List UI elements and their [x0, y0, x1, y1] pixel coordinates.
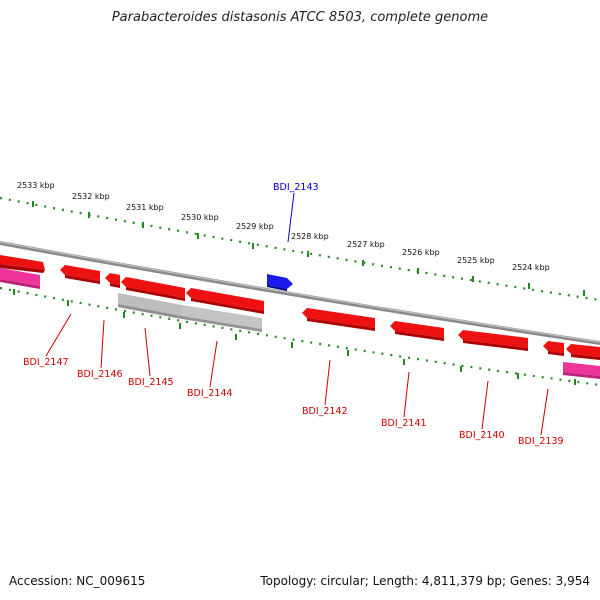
kbp-label-2525: 2525 kbp [457, 256, 495, 265]
kbp-label-2530: 2530 kbp [181, 213, 219, 222]
label-BDI_2146: BDI_2146 [77, 369, 123, 380]
inner-tick-track [0, 286, 600, 387]
gene-BDI_2143[interactable] [267, 274, 293, 291]
label-BDI_2139: BDI_2139 [518, 436, 564, 447]
genome-backbone [0, 241, 600, 345]
label-BDI_2141: BDI_2141 [381, 418, 427, 429]
gene-BDI_2141[interactable] [390, 321, 444, 341]
gray-features [118, 293, 262, 332]
gene-BDI_2140[interactable] [458, 330, 528, 351]
label-BDI_2140: BDI_2140 [459, 430, 505, 441]
kbp-label-2529: 2529 kbp [236, 222, 274, 231]
gene-BDI_2145[interactable] [121, 277, 185, 301]
kbp-label-2526: 2526 kbp [402, 248, 440, 257]
gene-BDI_2139-small[interactable] [543, 341, 564, 356]
reverse-strand-genes [0, 255, 600, 360]
label-BDI_2147: BDI_2147 [23, 357, 69, 368]
kbp-label-2533: 2533 kbp [17, 181, 55, 190]
kbp-label-2532: 2532 kbp [72, 192, 110, 201]
gene-BDI_2142[interactable] [302, 308, 375, 331]
gene-BDI_2147[interactable] [0, 255, 45, 273]
label-BDI_2142: BDI_2142 [302, 406, 348, 417]
gene-labels: BDI_2143 BDI_2147 BDI_2146 BDI_2145 BDI_… [23, 182, 564, 447]
label-BDI_2143: BDI_2143 [273, 182, 319, 193]
gene-BDI_2144[interactable] [186, 288, 264, 314]
gene-BDI_2139[interactable] [566, 344, 600, 360]
gene-BDI_2146[interactable] [60, 265, 100, 284]
kbp-label-2527: 2527 kbp [347, 240, 385, 249]
page-title: Parabacteroides distasonis ATCC 8503, co… [111, 10, 489, 25]
label-BDI_2145: BDI_2145 [128, 377, 174, 388]
label-BDI_2144: BDI_2144 [187, 388, 233, 399]
accession-text: Accession: NC_009615 [9, 574, 146, 588]
kbp-label-2528: 2528 kbp [291, 232, 329, 241]
outer-tick-track [0, 196, 600, 302]
kbp-label-2524: 2524 kbp [512, 263, 550, 272]
callout-lines [45, 192, 549, 436]
gene-BDI_2145-small[interactable] [105, 273, 120, 288]
inner-major-ticks [13, 289, 576, 385]
pink-features [0, 268, 600, 379]
outer-major-ticks [32, 201, 585, 296]
kbp-labels: 2533 kbp 2532 kbp 2531 kbp 2530 kbp 2529… [17, 181, 550, 272]
genome-summary-text: Topology: circular; Length: 4,811,379 bp… [260, 574, 590, 588]
kbp-label-2531: 2531 kbp [126, 203, 164, 212]
